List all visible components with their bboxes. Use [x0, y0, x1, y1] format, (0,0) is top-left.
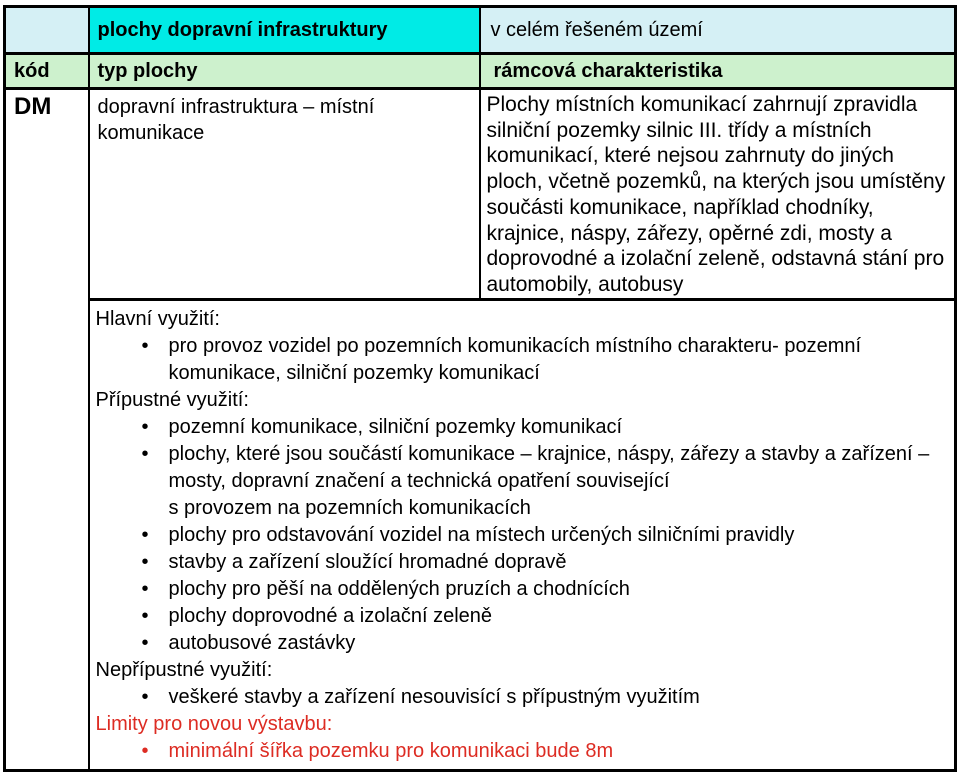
usage-bullet-item: plochy pro pěší na oddělených pruzích a … [91, 576, 947, 603]
header-corner-cell [3, 5, 90, 55]
code-cell-dm: DM [3, 87, 90, 772]
usage-bullet-item: veškeré stavby a zařízení nesouvisící s … [91, 684, 947, 711]
characteristic-cell: Plochy místních komunikací zahrnují zpra… [478, 87, 957, 301]
type-cell: dopravní infrastruktura – místní komunik… [87, 87, 481, 301]
usage-bullet-item: stavby a zařízení sloužící hromadné dopr… [91, 549, 947, 576]
header-title-cell: plochy dopravní infrastruktury [87, 5, 481, 55]
usage-heading: Přípustné využití: [95, 388, 249, 411]
usage-heading-limits: Limity pro novou výstavbu: [95, 712, 333, 735]
usage-bullet-item: autobusové zastávky [91, 630, 947, 657]
header-scope-cell: v celém řešeném území [478, 5, 957, 55]
column-header-code: kód [3, 52, 90, 90]
usage-row: Hlavní využití: pro provoz vozidel po po… [5, 298, 957, 772]
usage-heading: Hlavní využití: [95, 307, 220, 330]
usage-bullet-limit: minimální šířka pozemku pro komunikaci b… [91, 738, 947, 765]
dm-row: DM dopravní infrastruktura – místní komu… [3, 87, 957, 772]
column-header-characteristic: rámcová charakteristika [478, 52, 957, 90]
column-header-type: typ plochy [87, 52, 481, 90]
usage-heading: Nepřípustné využití: [95, 658, 273, 681]
usage-bullet-item: pozemní komunikace, silniční pozemky kom… [91, 414, 947, 441]
column-caption-row: kód typ plochy rámcová charakteristika [3, 52, 957, 90]
usage-bullet-item: pro provoz vozidel po pozemních komunika… [91, 333, 947, 387]
usage-cell: Hlavní využití: pro provoz vozidel po po… [87, 298, 957, 772]
usage-bullet-item: plochy, které jsou součástí komunikace –… [91, 441, 947, 522]
usage-bullet-item: plochy pro odstavování vozidel na místec… [91, 522, 947, 549]
table-header-row: plochy dopravní infrastruktury v celém ř… [3, 5, 957, 55]
usage-bullet-item: plochy doprovodné a izolační zeleně [91, 603, 947, 630]
zoning-table: plochy dopravní infrastruktury v celém ř… [3, 5, 957, 772]
